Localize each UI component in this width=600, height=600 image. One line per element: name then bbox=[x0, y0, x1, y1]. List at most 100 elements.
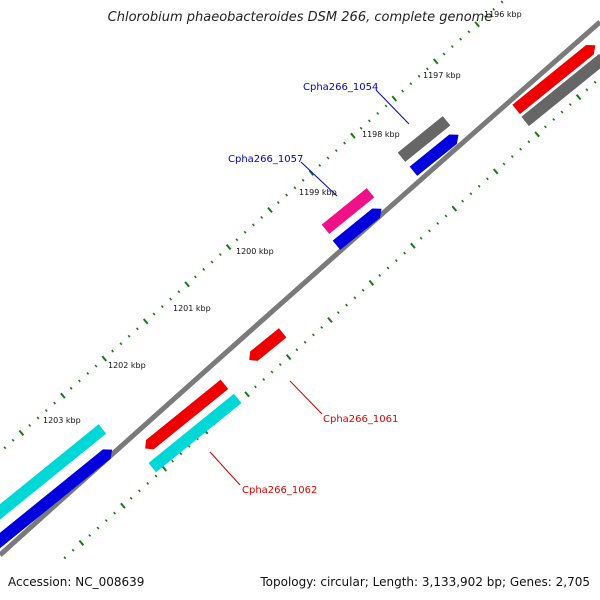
minor-tick bbox=[104, 519, 108, 523]
major-tick bbox=[410, 242, 416, 249]
minor-tick bbox=[169, 297, 173, 301]
major-tick bbox=[161, 465, 168, 472]
major-tick bbox=[18, 429, 25, 436]
major-tick bbox=[267, 206, 273, 214]
minor-tick bbox=[353, 296, 357, 300]
minor-tick bbox=[127, 334, 131, 338]
minor-tick bbox=[568, 103, 572, 107]
minor-tick bbox=[585, 88, 589, 92]
minor-tick bbox=[467, 30, 471, 34]
gene-arrow-blue[interactable] bbox=[409, 130, 463, 176]
gene-arrow-red[interactable] bbox=[512, 41, 599, 115]
minor-tick bbox=[44, 409, 48, 413]
gene-arrow-cyan[interactable] bbox=[0, 424, 107, 522]
minor-tick bbox=[560, 110, 564, 114]
minor-tick bbox=[28, 423, 32, 427]
gene-arrow-gray[interactable] bbox=[521, 53, 600, 127]
scale-label: 1198 kbp bbox=[362, 130, 400, 139]
major-tick bbox=[327, 316, 333, 324]
minor-tick bbox=[86, 371, 90, 375]
minor-tick bbox=[276, 201, 280, 205]
gene-arrow-magenta[interactable] bbox=[321, 188, 375, 234]
minor-tick bbox=[293, 186, 297, 190]
gene-arrow-blue[interactable] bbox=[0, 445, 116, 556]
minor-tick bbox=[71, 548, 75, 552]
scale-label: 1199 kbp bbox=[299, 188, 337, 197]
gene-arrow-red[interactable] bbox=[141, 379, 229, 454]
minor-tick bbox=[394, 259, 398, 263]
minor-tick bbox=[320, 325, 324, 329]
minor-tick bbox=[469, 192, 473, 196]
leader-line-1062 bbox=[209, 451, 241, 486]
minor-tick bbox=[386, 266, 390, 270]
minor-tick bbox=[171, 459, 175, 463]
minor-tick bbox=[436, 221, 440, 225]
major-tick bbox=[60, 392, 66, 399]
gene-arrow-red[interactable] bbox=[245, 328, 287, 364]
minor-tick bbox=[318, 163, 322, 167]
minor-tick bbox=[417, 74, 421, 78]
gene-features bbox=[0, 41, 600, 556]
minor-tick bbox=[492, 7, 496, 11]
minor-tick bbox=[11, 438, 15, 442]
gene-arrow-cyan[interactable] bbox=[148, 393, 242, 473]
gene-arrow-blue[interactable] bbox=[332, 204, 386, 250]
minor-tick bbox=[69, 386, 73, 390]
minor-tick bbox=[253, 385, 257, 389]
minor-tick bbox=[459, 37, 463, 41]
minor-tick bbox=[403, 251, 407, 255]
minor-tick bbox=[111, 349, 115, 353]
minor-tick bbox=[527, 140, 531, 144]
minor-tick bbox=[401, 89, 405, 93]
major-tick bbox=[432, 58, 439, 65]
minor-tick bbox=[361, 288, 365, 292]
major-tick bbox=[368, 279, 375, 286]
minor-tick bbox=[262, 377, 266, 381]
minor-tick bbox=[442, 52, 446, 56]
minor-tick bbox=[343, 141, 347, 145]
minor-tick bbox=[303, 340, 307, 344]
minor-tick bbox=[295, 348, 299, 352]
minor-tick bbox=[154, 474, 158, 478]
minor-tick bbox=[477, 184, 481, 188]
minor-tick bbox=[94, 364, 98, 368]
minor-tick bbox=[3, 446, 7, 450]
minor-tick bbox=[63, 556, 67, 560]
major-tick bbox=[350, 132, 356, 139]
label-leaders bbox=[209, 89, 410, 486]
gene-labels: Cpha266_1054 Cpha266_1057 Cpha266_1061 C… bbox=[228, 82, 398, 496]
minor-tick bbox=[301, 178, 305, 182]
minor-tick bbox=[146, 481, 150, 485]
minor-tick bbox=[326, 156, 330, 160]
major-tick bbox=[285, 354, 292, 361]
gene-label-cpha266-1054[interactable]: Cpha266_1054 bbox=[303, 82, 378, 93]
scale-label: 1200 kbp bbox=[236, 247, 274, 256]
minor-tick bbox=[593, 80, 597, 84]
minor-tick bbox=[77, 379, 81, 383]
gene-arrow-gray[interactable] bbox=[397, 116, 451, 162]
minor-tick bbox=[193, 275, 197, 279]
minor-tick bbox=[210, 260, 214, 264]
major-tick bbox=[474, 21, 480, 28]
minor-tick bbox=[384, 104, 388, 108]
major-tick bbox=[78, 539, 85, 546]
gene-label-cpha266-1057[interactable]: Cpha266_1057 bbox=[228, 154, 303, 165]
minor-tick bbox=[202, 267, 206, 271]
scale-label: 1202 kbp bbox=[108, 361, 146, 370]
minor-tick bbox=[427, 229, 431, 233]
major-tick bbox=[101, 355, 108, 362]
gene-label-cpha266-1061[interactable]: Cpha266_1061 bbox=[323, 414, 398, 425]
minor-tick bbox=[543, 125, 547, 129]
minor-tick bbox=[270, 370, 274, 374]
minor-tick bbox=[450, 45, 454, 49]
minor-tick bbox=[160, 305, 164, 309]
minor-tick bbox=[177, 290, 181, 294]
scale-labels: 1196 kbp 1197 kbp 1198 kbp 1199 kbp 1200… bbox=[43, 10, 522, 425]
minor-tick bbox=[359, 126, 363, 130]
gene-label-cpha266-1062[interactable]: Cpha266_1062 bbox=[242, 485, 317, 496]
minor-tick bbox=[376, 111, 380, 115]
minor-tick bbox=[378, 273, 382, 277]
minor-tick bbox=[129, 496, 133, 500]
minor-tick bbox=[552, 117, 556, 121]
